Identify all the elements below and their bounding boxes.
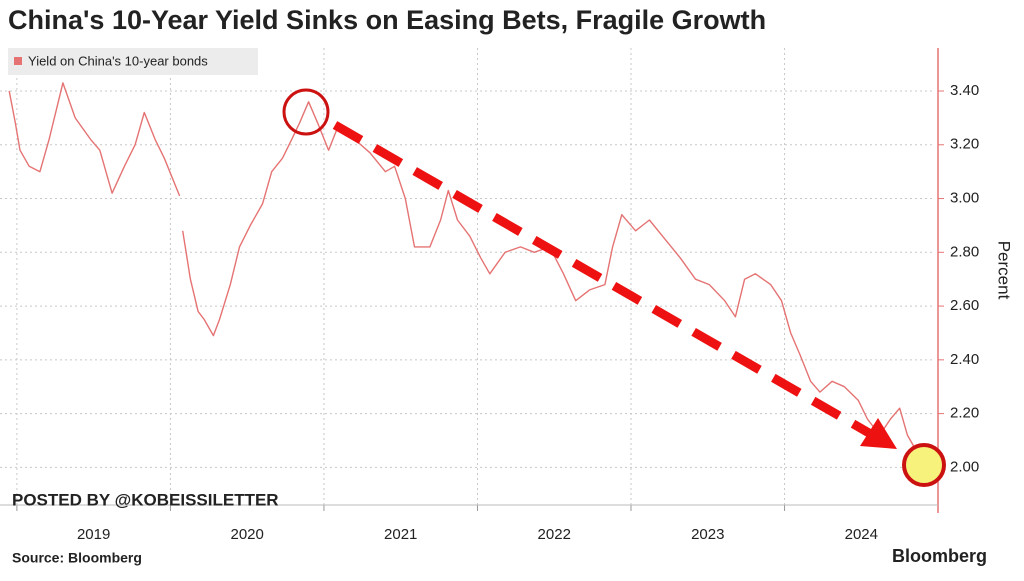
y-tick-label: 3.40 bbox=[950, 82, 979, 99]
x-tick-label: 2023 bbox=[691, 526, 724, 543]
peak-circle bbox=[282, 88, 330, 136]
y-tick-label: 2.20 bbox=[950, 405, 979, 422]
x-tick-label: 2020 bbox=[230, 526, 263, 543]
x-tick-label: 2019 bbox=[77, 526, 110, 543]
y-axis-label: Percent bbox=[995, 241, 1014, 300]
chart-title: China's 10-Year Yield Sinks on Easing Be… bbox=[8, 5, 766, 35]
y-tick-label: 3.20 bbox=[950, 136, 979, 153]
y-tick-label: 2.00 bbox=[950, 458, 979, 475]
x-tick-label: 2022 bbox=[538, 526, 571, 543]
yield-line bbox=[8, 82, 932, 463]
trend-arrow bbox=[332, 121, 872, 437]
end-circle bbox=[902, 443, 946, 487]
arrow-head bbox=[860, 418, 897, 449]
y-tick-label: 3.00 bbox=[950, 190, 979, 207]
legend-label: Yield on China's 10-year bonds bbox=[28, 53, 208, 68]
legend-swatch bbox=[14, 57, 22, 65]
y-tick-label: 2.40 bbox=[950, 351, 979, 368]
y-tick-label: 2.80 bbox=[950, 243, 979, 260]
source: Source: Bloomberg bbox=[12, 550, 142, 566]
brand: Bloomberg bbox=[892, 546, 987, 566]
x-tick-label: 2021 bbox=[384, 526, 417, 543]
legend-box bbox=[8, 48, 258, 75]
x-tick-label: 2024 bbox=[845, 526, 878, 543]
watermark: POSTED BY @KOBEISSILETTER bbox=[12, 490, 279, 509]
y-tick-label: 2.60 bbox=[950, 297, 979, 314]
